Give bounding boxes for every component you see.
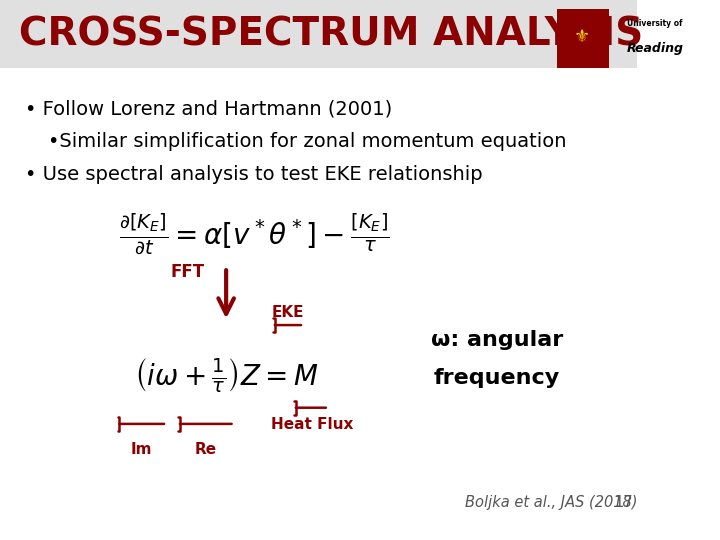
Text: Heat Flux: Heat Flux	[271, 417, 354, 432]
Text: • Follow Lorenz and Hartmann (2001): • Follow Lorenz and Hartmann (2001)	[25, 100, 392, 119]
Text: frequency: frequency	[433, 368, 560, 388]
Text: 17: 17	[615, 495, 634, 510]
Text: Re: Re	[194, 442, 217, 457]
Text: $\left( i\omega + \frac{1}{\tau} \right) Z = M$: $\left( i\omega + \frac{1}{\tau} \right)…	[134, 356, 318, 395]
Text: EKE: EKE	[271, 305, 304, 320]
Text: ω: angular: ω: angular	[431, 330, 563, 350]
Text: ⚜: ⚜	[573, 28, 590, 46]
Text: • Use spectral analysis to test EKE relationship: • Use spectral analysis to test EKE rela…	[25, 165, 483, 184]
Text: CROSS-SPECTRUM ANALYSIS: CROSS-SPECTRUM ANALYSIS	[19, 15, 644, 53]
Text: Boljka et al., JAS (2018): Boljka et al., JAS (2018)	[465, 495, 637, 510]
FancyBboxPatch shape	[0, 0, 637, 68]
Text: FFT: FFT	[171, 262, 205, 281]
Text: Reading: Reading	[626, 42, 683, 55]
Text: •Similar simplification for zonal momentum equation: •Similar simplification for zonal moment…	[48, 132, 566, 151]
FancyBboxPatch shape	[557, 9, 608, 68]
Text: University of: University of	[627, 19, 683, 28]
Text: Im: Im	[130, 442, 152, 457]
Text: $\frac{\partial [K_E]}{\partial t} = \alpha [v^* \theta^*] - \frac{[K_E]}{\tau}$: $\frac{\partial [K_E]}{\partial t} = \al…	[120, 212, 390, 258]
